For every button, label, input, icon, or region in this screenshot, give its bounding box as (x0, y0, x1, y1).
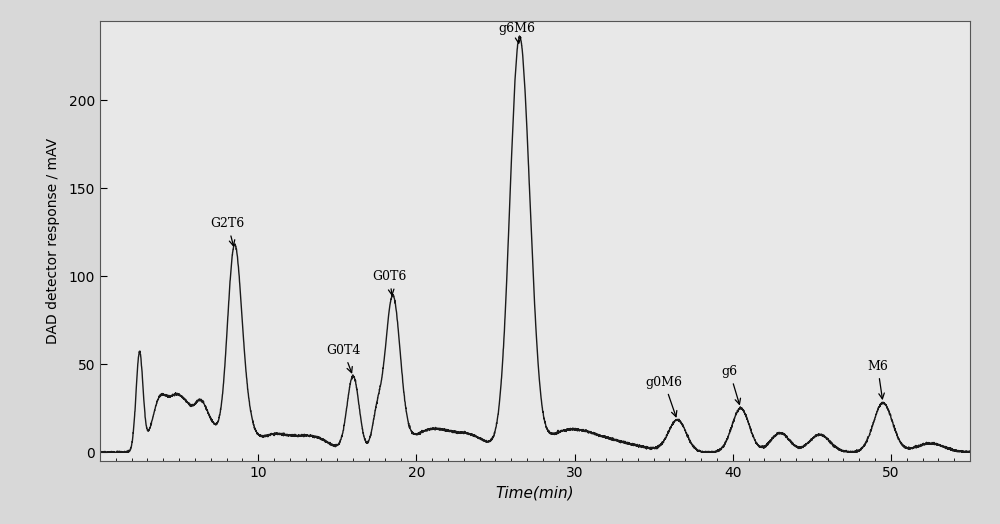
Text: G0T4: G0T4 (326, 344, 361, 373)
Text: g0M6: g0M6 (646, 376, 683, 417)
Text: G2T6: G2T6 (211, 217, 245, 246)
X-axis label: Time(min): Time(min) (496, 486, 574, 500)
Text: M6: M6 (867, 360, 888, 399)
Text: g6: g6 (722, 365, 741, 405)
Y-axis label: DAD detector response / mAV: DAD detector response / mAV (46, 138, 60, 344)
Text: G0T6: G0T6 (372, 270, 406, 295)
Text: g6M6: g6M6 (499, 22, 536, 43)
